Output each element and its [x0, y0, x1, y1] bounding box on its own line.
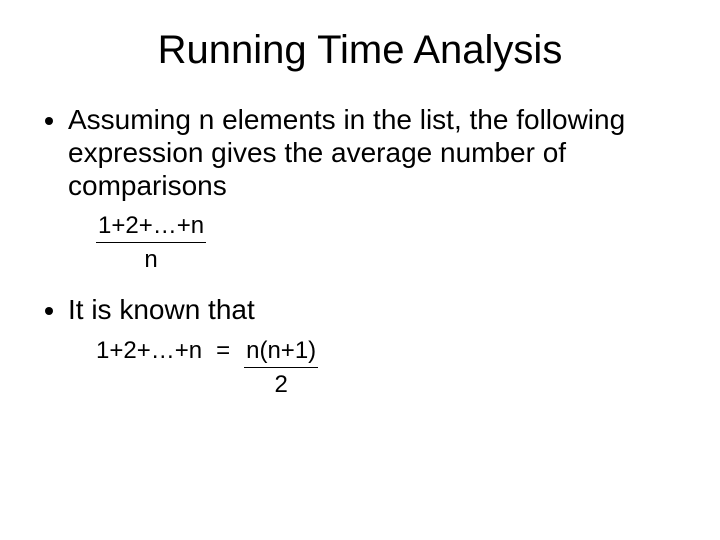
fraction-2: n(n+1) 2	[244, 335, 318, 400]
bullet-text-2: It is known that	[68, 294, 255, 325]
equation-row: 1+2+…+n = n(n+1) 2	[96, 335, 680, 400]
fraction-2-numerator: n(n+1)	[244, 335, 318, 367]
fraction-1: 1+2+…+n n	[96, 210, 206, 275]
bullet-list: Assuming n elements in the list, the fol…	[40, 103, 680, 202]
bullet-list-2: It is known that	[40, 293, 680, 326]
fraction-1-denominator: n	[96, 242, 206, 275]
bullet-item-1: Assuming n elements in the list, the fol…	[68, 103, 680, 202]
formula-2: 1+2+…+n = n(n+1) 2	[96, 335, 680, 400]
fraction-2-denominator: 2	[244, 367, 318, 400]
fraction-1-numerator: 1+2+…+n	[96, 210, 206, 242]
slide: Running Time Analysis Assuming n element…	[0, 0, 720, 540]
bullet-item-2: It is known that	[68, 293, 680, 326]
equals-sign: =	[216, 335, 230, 366]
formula-1: 1+2+…+n n	[96, 210, 680, 275]
slide-title: Running Time Analysis	[40, 28, 680, 73]
equation-lhs: 1+2+…+n	[96, 335, 202, 366]
bullet-text-1: Assuming n elements in the list, the fol…	[68, 104, 625, 201]
